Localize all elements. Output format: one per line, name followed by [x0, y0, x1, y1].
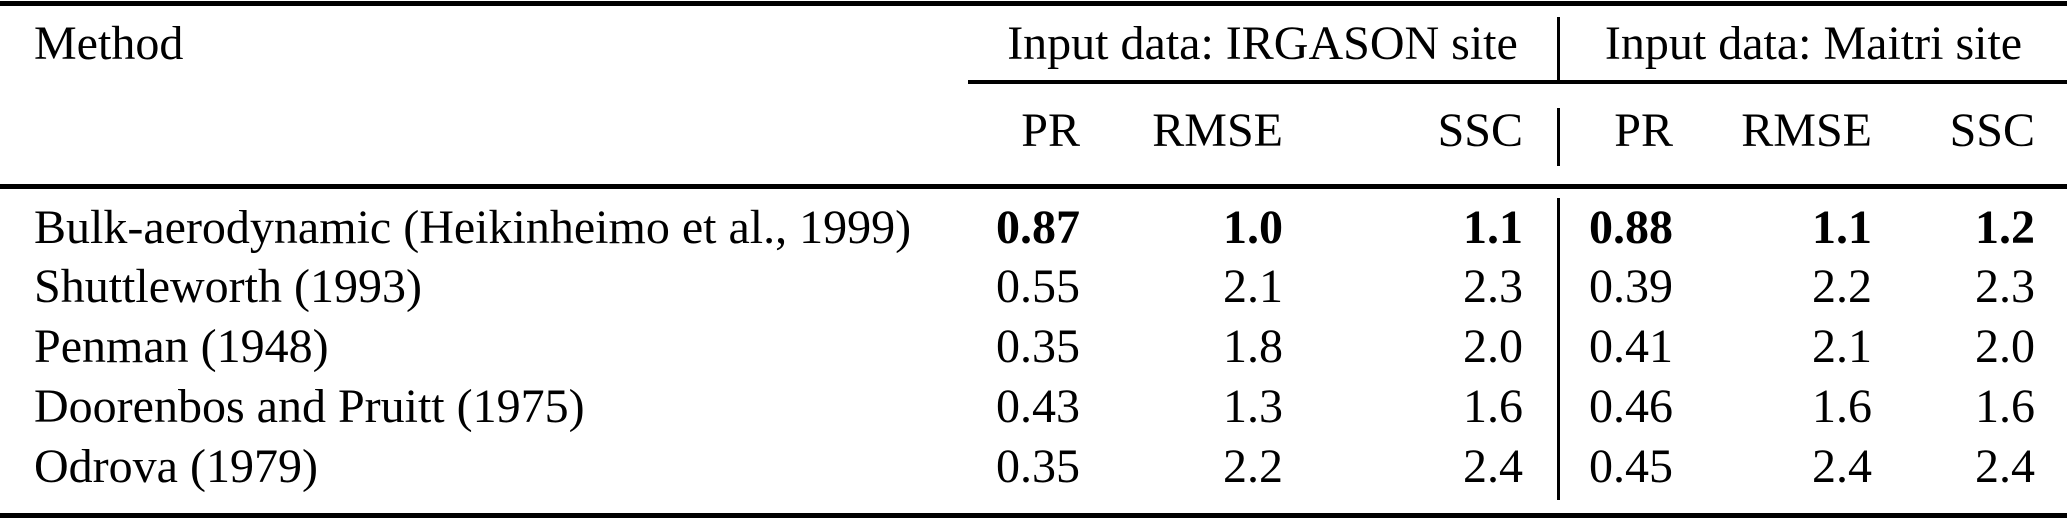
metric-value: 0.87: [996, 201, 1080, 254]
metric-value: 0.41: [1589, 320, 1673, 373]
metric-value: 1.6: [1463, 380, 1523, 433]
metric-value: 2.4: [1812, 440, 1872, 493]
metric-value: 2.1: [1812, 320, 1872, 373]
metric-value: 1.2: [1975, 201, 2035, 254]
method-name: Bulk-aerodynamic (Heikinheimo et al., 19…: [34, 201, 912, 254]
metric-value: 2.3: [1463, 260, 1523, 313]
method-name: Penman (1948): [34, 320, 329, 373]
metric-value: 2.4: [1463, 440, 1523, 493]
metric-value: 0.45: [1589, 440, 1673, 493]
column-header-maitri-pr: PR: [1614, 104, 1673, 157]
metric-value: 2.0: [1463, 320, 1523, 373]
column-header-maitri-rmse: RMSE: [1741, 104, 1872, 157]
metric-value: 2.2: [1223, 440, 1283, 493]
group-divider-line: [1557, 198, 1560, 500]
method-name: Doorenbos and Pruitt (1975): [34, 380, 585, 433]
header-bottom-rule: [0, 184, 2067, 189]
column-header-irgason-ssc: SSC: [1437, 104, 1523, 157]
group-header-irgason: Input data: IRGASON site: [1007, 17, 1518, 70]
metric-value: 0.35: [996, 320, 1080, 373]
metric-value: 0.55: [996, 260, 1080, 313]
column-header-maitri-ssc: SSC: [1949, 104, 2035, 157]
metric-value: 1.1: [1463, 201, 1523, 254]
group-divider-line: [1557, 17, 1560, 80]
metric-value: 0.35: [996, 440, 1080, 493]
group-header-maitri: Input data: Maitri site: [1604, 17, 2023, 70]
bottom-rule: [0, 513, 2067, 518]
column-header-irgason-rmse: RMSE: [1152, 104, 1283, 157]
metric-value: 1.6: [1812, 380, 1872, 433]
metric-value: 1.1: [1812, 201, 1872, 254]
metric-value: 1.6: [1975, 380, 2035, 433]
metric-value: 0.43: [996, 380, 1080, 433]
metric-value: 2.0: [1975, 320, 2035, 373]
metric-value: 0.88: [1589, 201, 1673, 254]
metric-value: 0.39: [1589, 260, 1673, 313]
method-name: Shuttleworth (1993): [34, 260, 422, 313]
metric-value: 1.8: [1223, 320, 1283, 373]
method-column-header: Method: [34, 17, 184, 70]
metric-value: 0.46: [1589, 380, 1673, 433]
group-divider-line: [1557, 108, 1560, 166]
metric-value: 2.3: [1975, 260, 2035, 313]
method-name: Odrova (1979): [34, 440, 318, 493]
metric-value: 2.2: [1812, 260, 1872, 313]
top-rule: [0, 1, 2067, 6]
metric-value: 2.1: [1223, 260, 1283, 313]
metric-value: 1.0: [1223, 201, 1283, 254]
metric-value: 1.3: [1223, 380, 1283, 433]
column-header-irgason-pr: PR: [1021, 104, 1080, 157]
group-header-rule: [968, 80, 2067, 84]
metric-value: 2.4: [1975, 440, 2035, 493]
